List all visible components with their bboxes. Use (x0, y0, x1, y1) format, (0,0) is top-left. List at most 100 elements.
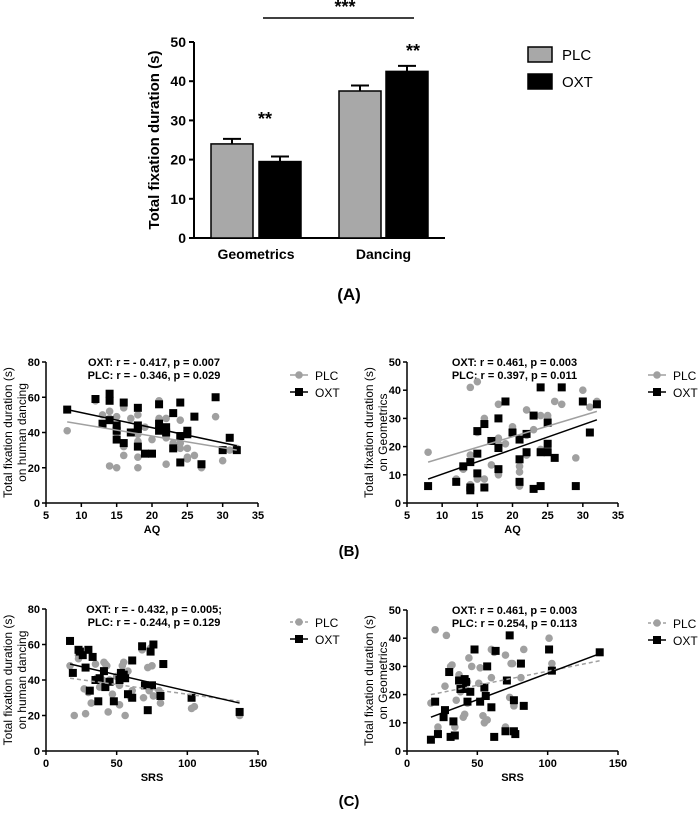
data-point-plc (211, 412, 220, 421)
significance-stars: ** (258, 109, 272, 129)
data-point-oxt (176, 398, 185, 407)
data-point-oxt (66, 636, 75, 645)
y-axis-label: on human dancing (15, 631, 29, 730)
data-point-oxt (473, 427, 482, 436)
data-point-oxt (91, 395, 100, 404)
data-point-plc (572, 454, 580, 462)
data-point-oxt (187, 693, 196, 702)
data-point-plc (466, 451, 475, 459)
data-point-plc (104, 708, 112, 716)
data-point-oxt (101, 683, 110, 692)
y-tick-label: 40 (170, 73, 186, 89)
data-point-plc (579, 386, 587, 395)
data-point-oxt (459, 684, 468, 693)
data-point-oxt (487, 436, 496, 445)
legend-marker-oxt (653, 388, 661, 396)
data-point-plc (480, 475, 489, 483)
data-point-plc (156, 699, 165, 707)
data-point-plc (149, 692, 158, 700)
data-point-plc (112, 412, 121, 421)
x-tick-label: 35 (252, 510, 264, 522)
scatter-panel-1: 0 20 40 60 80 5 10 15 20 25 30 35 AQ Total fixation d… (1, 357, 340, 536)
y-tick-label: 20 (170, 152, 186, 168)
data-point-oxt (138, 642, 147, 651)
data-point-oxt (123, 690, 132, 699)
y-axis-label: Total fixation duration (s) (1, 615, 15, 746)
data-point-plc (487, 673, 496, 682)
x-tick-label: 150 (609, 758, 627, 770)
data-point-oxt (105, 389, 114, 398)
data-point-oxt (578, 397, 587, 406)
data-point-oxt (445, 668, 454, 677)
data-point-oxt (183, 430, 192, 439)
x-tick-label: 30 (577, 510, 589, 522)
x-tick-label: Geometrics (217, 246, 294, 262)
x-axis-label: SRS (501, 772, 524, 784)
data-point-oxt (155, 419, 164, 428)
data-point-plc (176, 444, 185, 453)
data-point-plc (448, 661, 456, 669)
x-tick-label: 100 (178, 758, 196, 770)
data-point-oxt (529, 484, 538, 493)
legend-label: OXT (315, 633, 340, 647)
scatter-panel-2: 0 10 20 30 40 50 5 10 15 20 25 30 35 AQ Total fixation… (362, 357, 698, 536)
data-point-oxt (466, 458, 475, 467)
data-point-oxt (431, 697, 440, 706)
data-point-oxt (433, 730, 442, 739)
data-point-oxt (483, 662, 492, 671)
data-point-oxt (439, 713, 448, 722)
x-tick-label: 50 (471, 758, 483, 770)
data-point-oxt (543, 439, 552, 448)
regression-line-oxt (67, 408, 237, 447)
bar-chart-panel-a: 0 10 20 30 40 50 Total fixation duration (s) Ge… (146, 0, 593, 262)
data-point-oxt (509, 696, 518, 705)
x-axis-label: AQ (504, 524, 521, 536)
data-point-oxt (94, 697, 103, 706)
data-point-oxt (128, 656, 137, 665)
data-point-oxt (162, 428, 171, 437)
y-tick-label: 0 (34, 746, 40, 758)
legend-label: OXT (562, 74, 593, 91)
data-point-oxt (105, 416, 114, 425)
y-tick-label: 50 (170, 34, 186, 50)
y-tick-label: 30 (389, 661, 401, 673)
legend-marker-plc (295, 371, 303, 379)
data-point-plc (483, 716, 491, 724)
y-tick-label: 10 (389, 470, 401, 482)
data-point-plc (81, 709, 90, 718)
bar-oxt-geometrics (258, 160, 302, 239)
data-point-plc (134, 411, 142, 419)
data-point-plc (127, 414, 135, 423)
x-tick-label: 20 (146, 510, 158, 522)
y-tick-label: 50 (389, 605, 401, 617)
data-point-oxt (133, 442, 142, 451)
data-point-oxt (494, 414, 503, 423)
data-point-oxt (105, 396, 114, 405)
data-point-plc (112, 463, 121, 472)
correlation-stats: OXT: r = - 0.417, p = 0.007 (88, 357, 220, 369)
data-point-oxt (592, 400, 601, 409)
data-point-oxt (133, 403, 142, 412)
data-point-oxt (450, 731, 459, 740)
x-tick-label: 5 (404, 510, 410, 522)
x-tick-label: 0 (43, 758, 49, 770)
data-point-oxt (547, 666, 556, 675)
y-tick-label: 20 (389, 690, 401, 702)
data-point-oxt (545, 645, 554, 654)
data-point-oxt (494, 444, 503, 453)
data-point-oxt (88, 652, 97, 661)
data-point-plc (536, 411, 545, 420)
significance-stars: ** (406, 41, 420, 61)
legend-swatch-plc (527, 46, 553, 63)
data-point-oxt (505, 631, 514, 640)
legend-label: PLC (562, 47, 591, 64)
data-point-oxt (91, 676, 100, 684)
data-point-plc (515, 462, 524, 471)
regression-line-plc (427, 410, 598, 463)
data-point-plc (70, 711, 79, 720)
data-point-oxt (466, 687, 475, 696)
data-point-oxt (480, 420, 489, 429)
data-point-oxt (515, 455, 524, 464)
correlation-stats: PLC: r = 0.254, p = 0.113 (452, 618, 577, 630)
data-point-oxt (585, 428, 594, 437)
